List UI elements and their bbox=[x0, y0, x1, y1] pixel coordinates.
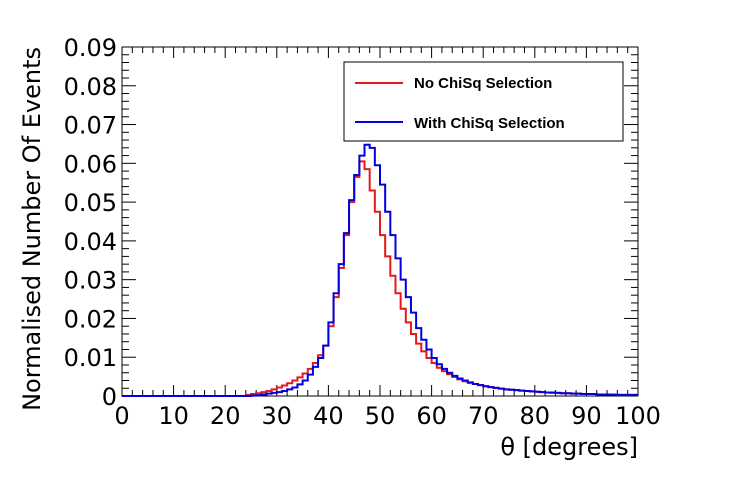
y-tick-label: 0.09 bbox=[64, 34, 117, 62]
legend: No ChiSq Selection With ChiSq Selection bbox=[343, 61, 624, 142]
x-tick-label: 60 bbox=[416, 402, 447, 430]
x-tick-label: 0 bbox=[114, 402, 129, 430]
y-axis-label: Normalised Number Of Events bbox=[18, 47, 46, 411]
y-tick-label: 0.03 bbox=[64, 267, 117, 295]
x-tick-label: 30 bbox=[262, 402, 293, 430]
legend-label-with-chisq: With ChiSq Selection bbox=[414, 115, 565, 132]
y-tick-label: 0.08 bbox=[64, 73, 117, 101]
x-tick-label: 20 bbox=[210, 402, 241, 430]
x-tick-label: 50 bbox=[365, 402, 396, 430]
y-tick-labels: 0 0.01 0.02 0.03 0.04 0.05 0.06 0.07 0.08 0.09 bbox=[64, 34, 117, 411]
x-axis-label: θ [degrees] bbox=[500, 433, 638, 461]
y-tick-label: 0 bbox=[102, 383, 117, 411]
series-with-chisq bbox=[122, 143, 638, 397]
y-tick-label: 0.01 bbox=[64, 344, 117, 372]
axis-ticks bbox=[121, 46, 639, 397]
legend-label-no-chisq: No ChiSq Selection bbox=[414, 75, 552, 92]
x-tick-label: 10 bbox=[158, 402, 189, 430]
x-tick-label: 70 bbox=[468, 402, 499, 430]
series-no-chisq bbox=[122, 160, 638, 397]
legend-box bbox=[343, 61, 624, 142]
x-tick-label: 40 bbox=[313, 402, 344, 430]
y-tick-label: 0.07 bbox=[64, 112, 117, 140]
histogram-series bbox=[122, 143, 638, 397]
y-tick-label: 0.06 bbox=[64, 150, 117, 178]
y-tick-label: 0.02 bbox=[64, 305, 117, 333]
x-tick-label: 90 bbox=[571, 402, 602, 430]
y-tick-label: 0.05 bbox=[64, 189, 117, 217]
x-tick-label: 80 bbox=[520, 402, 551, 430]
y-tick-label: 0.04 bbox=[64, 228, 117, 256]
x-tick-labels: 0 10 20 30 40 50 60 70 80 90 100 bbox=[114, 402, 661, 430]
x-tick-label: 100 bbox=[615, 402, 661, 430]
